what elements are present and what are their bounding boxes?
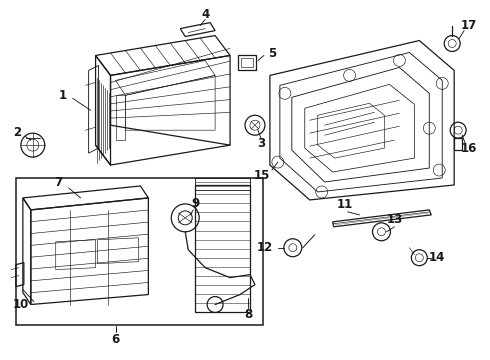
Text: 14: 14 — [429, 251, 445, 264]
Text: 4: 4 — [201, 8, 209, 21]
Bar — [16, 178, 263, 325]
Text: 8: 8 — [244, 308, 252, 321]
Text: 16: 16 — [461, 141, 477, 155]
Text: 7: 7 — [55, 176, 63, 189]
Text: 5: 5 — [268, 47, 276, 60]
Text: 3: 3 — [257, 137, 265, 150]
Text: 6: 6 — [111, 333, 120, 346]
Text: 15: 15 — [254, 168, 270, 181]
Text: 10: 10 — [13, 298, 29, 311]
Bar — [195, 185, 250, 312]
Bar — [454, 138, 462, 150]
Bar — [238, 55, 256, 71]
Text: 11: 11 — [337, 198, 353, 211]
Bar — [195, 178, 250, 190]
Text: 13: 13 — [386, 213, 403, 226]
Text: 1: 1 — [59, 89, 67, 102]
Text: 17: 17 — [461, 19, 477, 32]
Text: 2: 2 — [13, 126, 21, 139]
Text: 12: 12 — [257, 241, 273, 254]
Bar — [241, 58, 253, 67]
Text: 9: 9 — [191, 197, 199, 210]
